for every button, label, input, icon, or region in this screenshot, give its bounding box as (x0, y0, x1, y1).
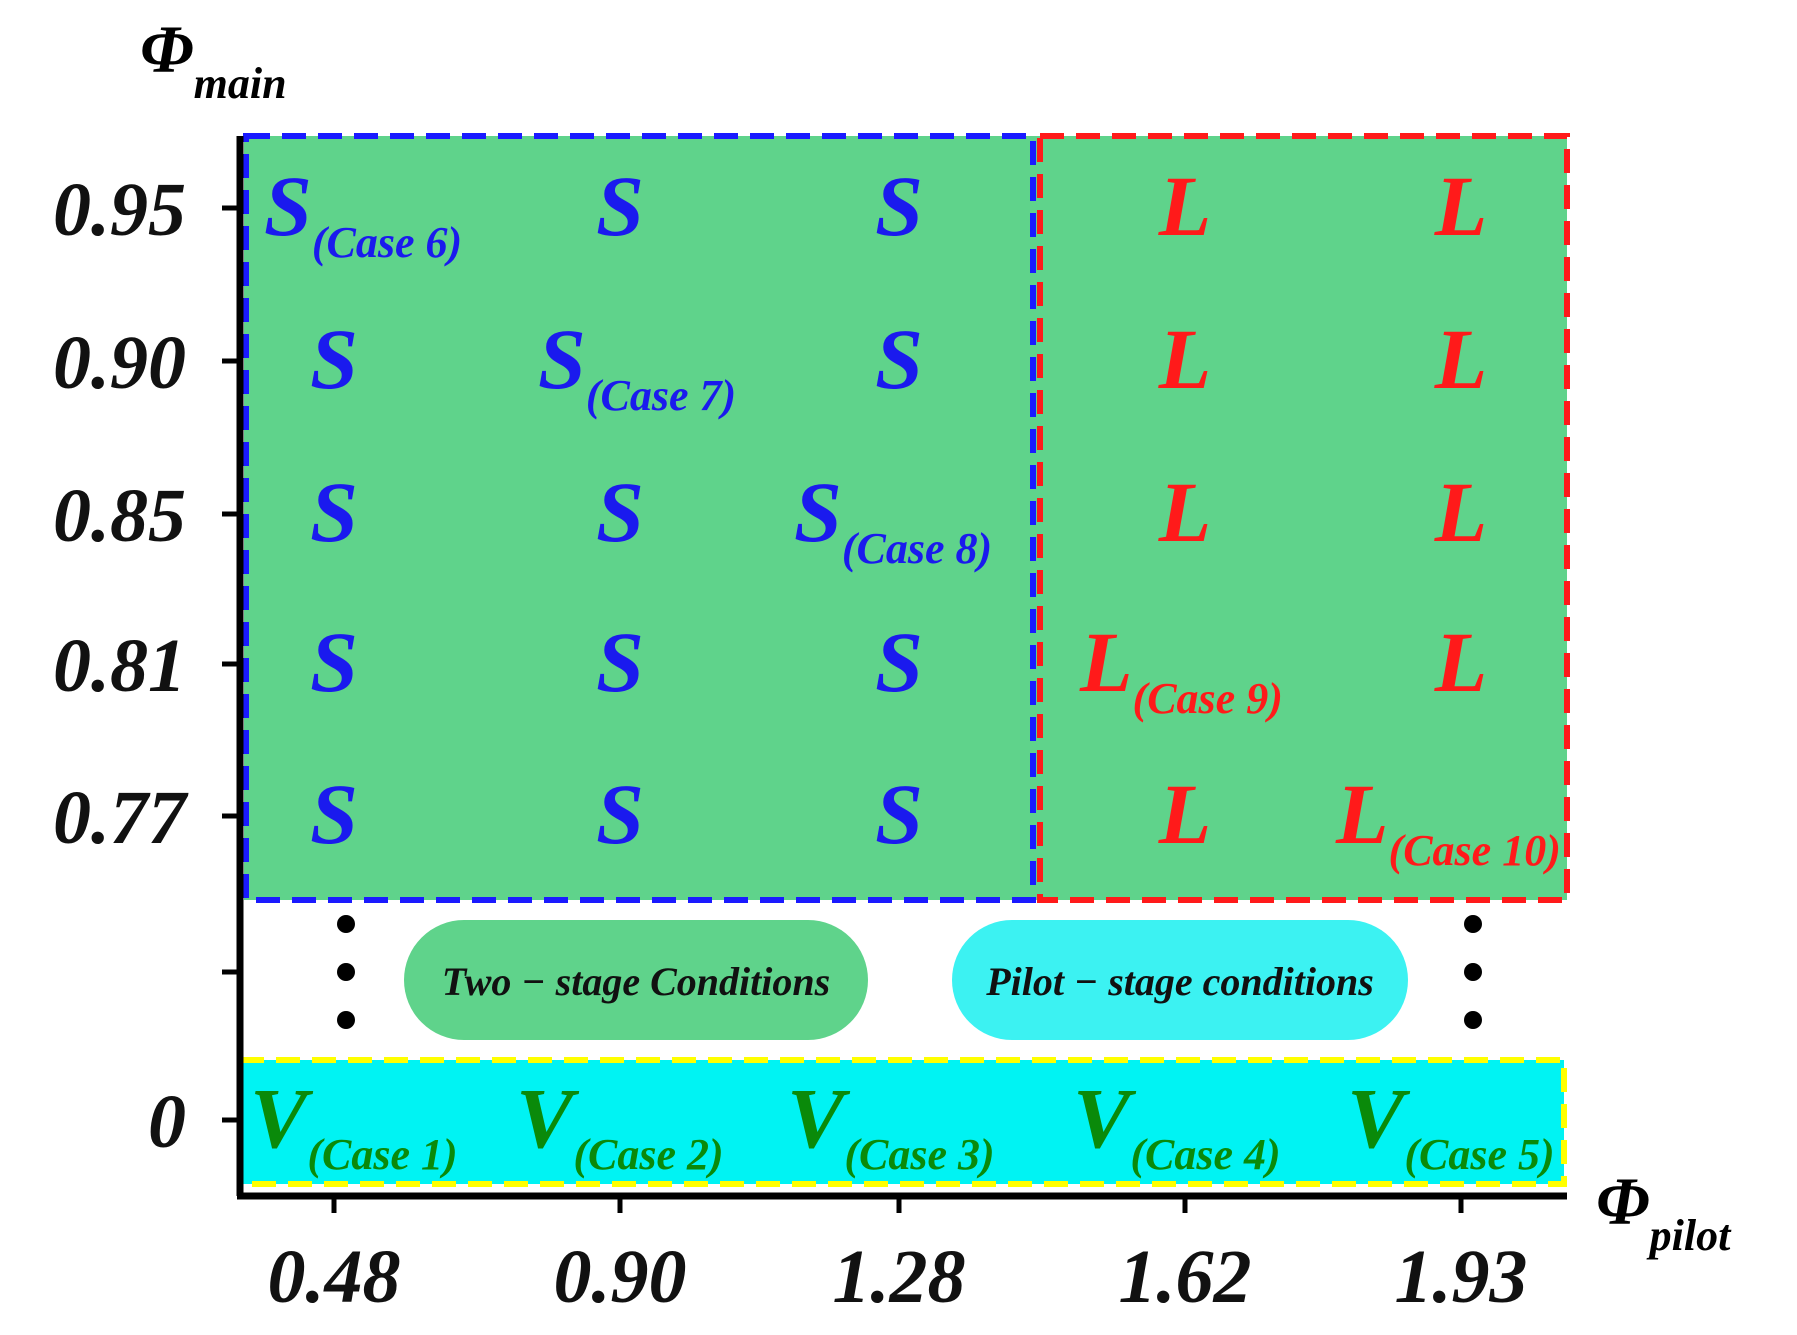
case-label: (Case 7) (586, 371, 736, 420)
y-axis-title: Φmain (140, 11, 287, 108)
point-label-l: L (1158, 158, 1212, 254)
point-label-l: L (1434, 158, 1488, 254)
point-label-l: L (1158, 311, 1212, 407)
point-label-s: S (310, 614, 358, 710)
point-label-v: V(Case 5) (1347, 1070, 1555, 1179)
case-label: (Case 2) (573, 1130, 723, 1179)
x-tick-label: 1.93 (1395, 1235, 1528, 1319)
point-label-l: L(Case 10) (1335, 766, 1561, 875)
case-label: (Case 6) (312, 218, 462, 267)
region-two-stage-fill (244, 136, 1567, 900)
y-tick-label: 0.95 (53, 168, 186, 252)
y-axis-title-sub: main (194, 59, 287, 108)
x-tick-label: 1.62 (1119, 1235, 1252, 1319)
point-label-v: V(Case 4) (1073, 1070, 1281, 1179)
point-label-s: S (596, 614, 644, 710)
ellipsis-dot (337, 963, 355, 981)
point-label-v: V(Case 3) (787, 1070, 995, 1179)
x-tick-label: 0.90 (554, 1235, 687, 1319)
point-label-s: S (875, 766, 923, 862)
point-label-s: S (310, 311, 358, 407)
point-label-l: L (1434, 464, 1488, 560)
legend-swatch (404, 920, 868, 1040)
ellipsis-dot (1464, 1011, 1482, 1029)
case-label: (Case 1) (307, 1130, 457, 1179)
ellipsis-dot (337, 1011, 355, 1029)
case-label: (Case 3) (844, 1130, 994, 1179)
point-label-l: L (1434, 614, 1488, 710)
case-label: (Case 4) (1130, 1130, 1280, 1179)
y-tick-label: 0.81 (53, 624, 186, 708)
point-label-s: S (875, 614, 923, 710)
point-label-v: V(Case 2) (516, 1070, 724, 1179)
region-s-border (243, 133, 1036, 903)
case-label: (Case 10) (1389, 826, 1561, 875)
point-label-s: S (875, 311, 923, 407)
point-label-s: S (875, 158, 923, 254)
y-tick-label: 0.85 (53, 474, 186, 558)
case-label: (Case 8) (842, 524, 992, 573)
x-axis-title-sub: pilot (1646, 1211, 1732, 1260)
case-label: (Case 5) (1404, 1130, 1554, 1179)
y-tick-label: 0.77 (53, 776, 189, 860)
case-label: (Case 9) (1133, 674, 1283, 723)
legend-swatch (952, 920, 1408, 1040)
region-l-border (1037, 133, 1570, 903)
point-label-s: S (310, 464, 358, 560)
point-label-l: L (1434, 311, 1488, 407)
x-tick-label: 0.48 (268, 1235, 401, 1319)
point-label-v: V(Case 1) (250, 1070, 458, 1179)
ellipsis-dot (1464, 963, 1482, 981)
y-tick-label: 0.90 (53, 321, 186, 405)
legend-label: Pilot − stage conditions (985, 959, 1374, 1004)
point-label-s: S(Case 8) (794, 464, 992, 573)
y-tick-label: 0 (148, 1080, 186, 1164)
point-label-s: S (310, 766, 358, 862)
region-pilot-stage (237, 1057, 1567, 1187)
legend-label: Two − stage Conditions (442, 959, 830, 1004)
point-label-s: S(Case 6) (264, 158, 462, 267)
point-label-s: S (596, 158, 644, 254)
point-label-l: L(Case 9) (1079, 614, 1283, 723)
x-axis-title: Φpilot (1596, 1163, 1732, 1260)
ellipsis-dot (337, 915, 355, 933)
point-label-s: S(Case 7) (538, 311, 736, 420)
point-label-s: S (596, 464, 644, 560)
ellipsis-dot (1464, 915, 1482, 933)
point-label-l: L (1158, 766, 1212, 862)
point-label-l: L (1158, 464, 1212, 560)
point-label-s: S (596, 766, 644, 862)
x-tick-label: 1.28 (833, 1235, 966, 1319)
